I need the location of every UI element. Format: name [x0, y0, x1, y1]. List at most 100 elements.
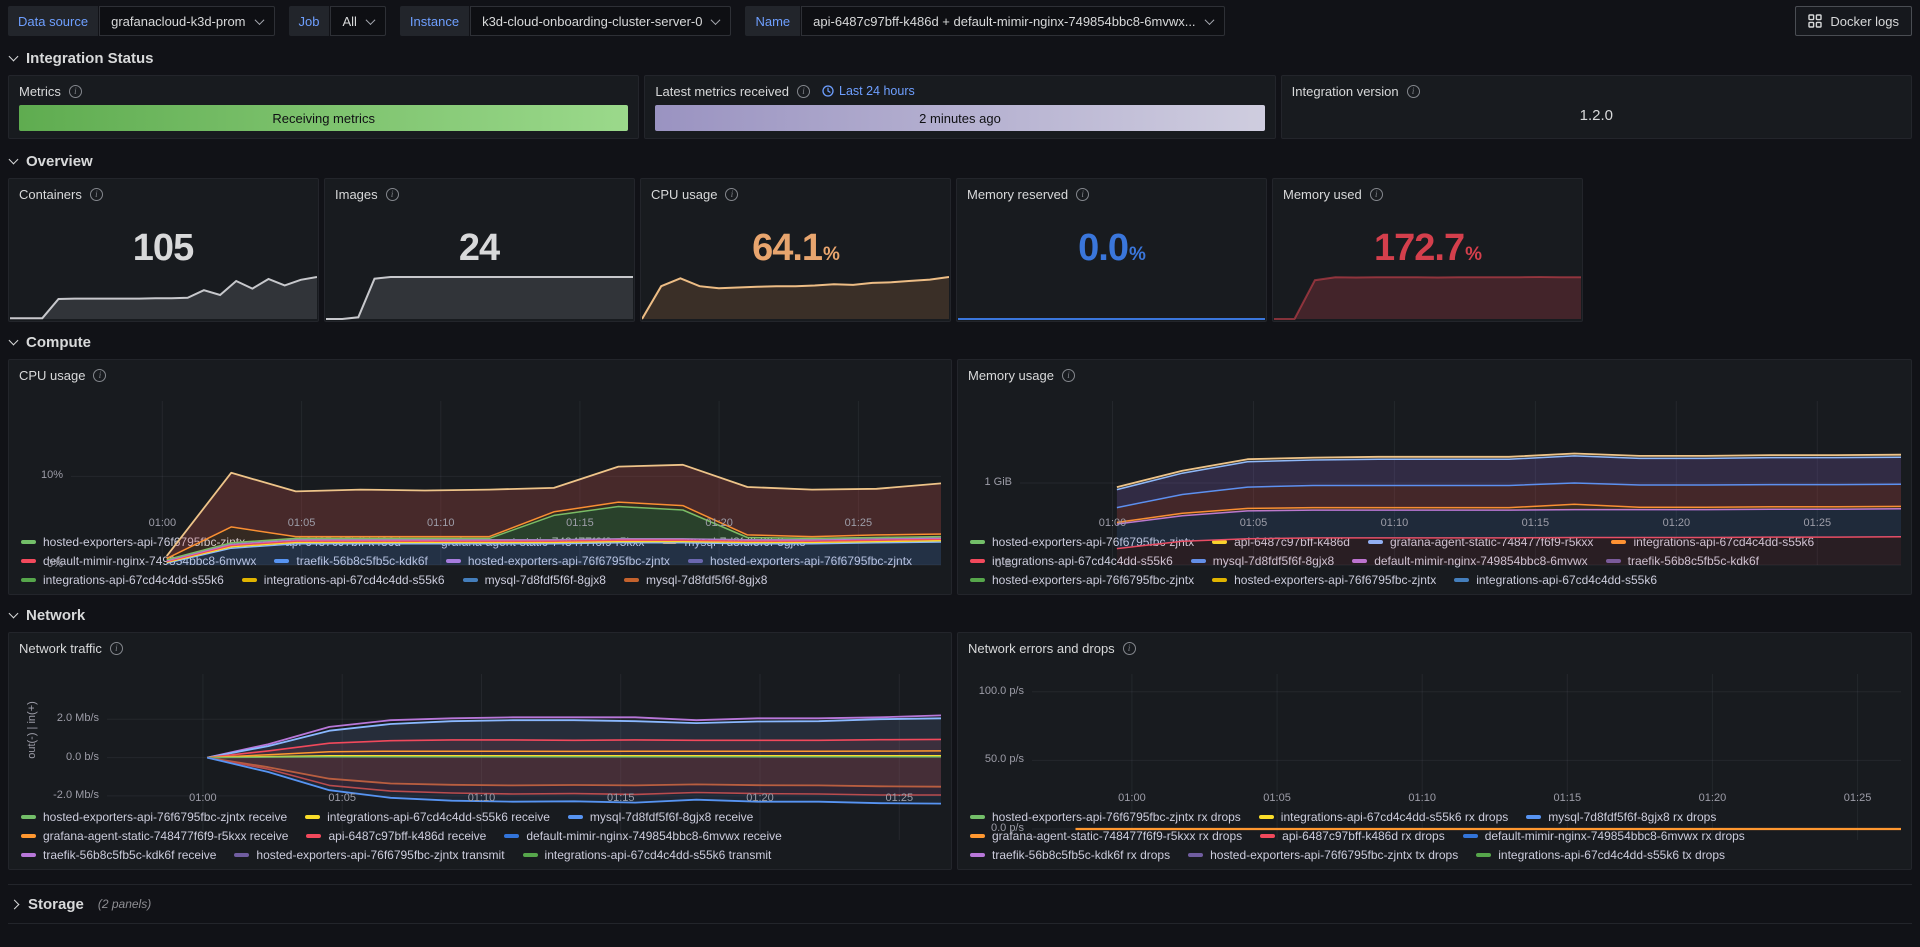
- x-tick-label: 01:15: [1521, 517, 1550, 529]
- info-icon[interactable]: [725, 187, 739, 201]
- legend-item[interactable]: mysql-7d8fdf5f6f-8gjx8: [1190, 554, 1334, 568]
- legend-item[interactable]: traefik-56b8c5fb5c-kdk6f rx drops: [970, 848, 1170, 862]
- series-name: traefik-56b8c5fb5c-kdk6f: [1628, 554, 1759, 568]
- x-tick-label: 01:05: [1263, 792, 1291, 804]
- x-tick-label: 01:25: [844, 517, 873, 529]
- legend-item[interactable]: hosted-exporters-api-76f6795fbc-zjntx re…: [21, 810, 287, 824]
- info-icon[interactable]: [1122, 641, 1136, 655]
- legend-item[interactable]: mysql-7d8fdf5f6f-8gjx8: [623, 573, 767, 587]
- legend-item[interactable]: default-mimir-nginx-749854bbc8-6mvwx: [1352, 554, 1588, 568]
- x-tick-label: 01:05: [287, 517, 316, 529]
- x-axis: 01:00 01:05 01:10 01:15 01:20 01:25: [1020, 513, 1901, 531]
- panel-network-traffic: Network traffic out(-) | in(+) 2.0 Mb/s 0…: [8, 632, 952, 870]
- legend-item[interactable]: traefik-56b8c5fb5c-kdk6f: [274, 554, 428, 568]
- memory-used-sparkline: [1274, 276, 1581, 320]
- y-tick-label: 0.0 p/s: [990, 822, 1024, 835]
- legend-row: integrations-api-67cd4c4dd-s55k6 mysql-7d…: [970, 554, 1901, 568]
- section-integration-status[interactable]: Integration Status: [8, 50, 1912, 67]
- series-name: hosted-exporters-api-76f6795fbc-zjntx tr…: [256, 848, 505, 862]
- docker-logs-button[interactable]: Docker logs: [1795, 6, 1912, 36]
- info-icon[interactable]: [385, 187, 399, 201]
- legend-item[interactable]: mysql-7d8fdf5f6f-8gjx8: [462, 573, 606, 587]
- dashboard-variables-bar: Data source grafanacloud-k3d-prom Job Al…: [8, 4, 1912, 38]
- section-title: Overview: [26, 153, 93, 170]
- chevron-down-icon: [8, 608, 19, 619]
- legend-row: grafana-agent-static-748477f6f9-r5kxx rx…: [970, 829, 1901, 843]
- legend-item[interactable]: integrations-api-67cd4c4dd-s55k6 tx drop…: [1476, 848, 1725, 862]
- series-name: integrations-api-67cd4c4dd-s55k6 transmi…: [544, 848, 772, 862]
- info-icon[interactable]: [1076, 187, 1090, 201]
- x-tick-label: 01:15: [606, 792, 635, 804]
- stat-value: 172.7%: [1374, 226, 1482, 269]
- legend-item[interactable]: integrations-api-67cd4c4dd-s55k6 transmi…: [522, 848, 772, 862]
- info-icon[interactable]: [797, 84, 810, 98]
- panel-title: CPU usage: [651, 186, 718, 202]
- section-compute[interactable]: Compute: [8, 334, 1912, 351]
- legend-item[interactable]: traefik-56b8c5fb5c-kdk6f: [1605, 554, 1759, 568]
- legend-item[interactable]: hosted-exporters-api-76f6795fbc-zjntx: [1212, 573, 1436, 587]
- panel-title: Integration version: [1291, 83, 1399, 99]
- legend-item[interactable]: grafana-agent-static-748477f6f9-r5kxx re…: [21, 829, 288, 843]
- chevron-down-icon: [8, 335, 19, 346]
- legend-item[interactable]: default-mimir-nginx-749854bbc8-6mvwx rx …: [1462, 829, 1745, 843]
- series-color-swatch: [1188, 853, 1204, 857]
- chart: 1 GiB 0 B 01:00 01:05 01:10 01:15 01:20 01:25: [968, 387, 1902, 570]
- section-overview[interactable]: Overview: [8, 153, 1912, 170]
- legend-row: hosted-exporters-api-76f6795fbc-zjntx hos…: [970, 573, 1901, 587]
- info-icon[interactable]: [68, 84, 82, 98]
- series-name: api-6487c97bff-k486d receive: [328, 829, 487, 843]
- legend-item[interactable]: traefik-56b8c5fb5c-kdk6f receive: [21, 848, 216, 862]
- chart: 10% 0% 01:00 01:05 01:10 01:15 01:20 01:25: [19, 387, 942, 570]
- metrics-status-bar: Receiving metrics: [19, 105, 629, 131]
- info-icon[interactable]: [1061, 368, 1075, 382]
- section-network[interactable]: Network: [8, 607, 1912, 624]
- x-tick-label: 01:00: [1118, 792, 1146, 804]
- legend-item[interactable]: default-mimir-nginx-749854bbc8-6mvwx: [21, 554, 256, 568]
- series-name: integrations-api-67cd4c4dd-s55k6 receive: [327, 810, 550, 824]
- series-color-swatch: [1260, 834, 1276, 838]
- job-select[interactable]: All: [330, 6, 386, 36]
- storage-panel-count: (2 panels): [97, 897, 152, 911]
- legend-item[interactable]: integrations-api-67cd4c4dd-s55k6: [1611, 535, 1814, 549]
- legend-item[interactable]: grafana-agent-static-748477f6f9-r5kxx rx…: [970, 829, 1242, 843]
- panel-compute-cpu-usage: CPU usage 10% 0% 01:00 01:05 01:10 01:15 01:2…: [8, 359, 952, 595]
- info-icon[interactable]: [109, 641, 123, 655]
- legend-item[interactable]: api-6487c97bff-k486d rx drops: [1260, 829, 1445, 843]
- info-icon[interactable]: [1369, 187, 1383, 201]
- panel-latest-metrics: Latest metrics received Last 24 hours 2 …: [644, 75, 1276, 139]
- panel-header: Integration version: [1292, 81, 1901, 101]
- legend-item[interactable]: mysql-7d8fdf5f6f-8gjx8 rx drops: [1526, 810, 1716, 824]
- info-icon[interactable]: [93, 368, 107, 382]
- legend-item[interactable]: integrations-api-67cd4c4dd-s55k6: [1454, 573, 1657, 587]
- legend-item[interactable]: hosted-exporters-api-76f6795fbc-zjntx: [970, 573, 1194, 587]
- legend-item[interactable]: api-6487c97bff-k486d receive: [306, 829, 486, 843]
- legend-item[interactable]: integrations-api-67cd4c4dd-s55k6: [970, 554, 1173, 568]
- legend-item[interactable]: hosted-exporters-api-76f6795fbc-zjntx: [445, 554, 670, 568]
- series-color-swatch: [970, 834, 985, 838]
- datasource-select[interactable]: grafanacloud-k3d-prom: [99, 6, 275, 36]
- legend-item[interactable]: integrations-api-67cd4c4dd-s55k6 rx drop…: [1258, 810, 1508, 824]
- panel-images: Images 24: [324, 178, 635, 322]
- datasource-label: Data source: [8, 6, 99, 36]
- instance-select[interactable]: k3d-cloud-onboarding-cluster-server-0: [470, 6, 732, 36]
- time-range-link[interactable]: Last 24 hours: [822, 84, 915, 98]
- section-storage[interactable]: Storage (2 panels): [8, 884, 1912, 924]
- legend-item[interactable]: integrations-api-67cd4c4dd-s55k6: [241, 573, 445, 587]
- memory-reserved-sparkline: [958, 276, 1265, 320]
- y-axis-label: out(-) | in(+): [26, 701, 38, 759]
- series-color-swatch: [1367, 540, 1383, 544]
- info-icon[interactable]: [89, 187, 103, 201]
- legend-item[interactable]: integrations-api-67cd4c4dd-s55k6: [21, 573, 224, 587]
- legend-item[interactable]: hosted-exporters-api-76f6795fbc-zjntx tx…: [1188, 848, 1458, 862]
- panel-title: Containers: [19, 186, 82, 202]
- legend-item[interactable]: mysql-7d8fdf5f6f-8gjx8 receive: [567, 810, 753, 824]
- legend-item[interactable]: hosted-exporters-api-76f6795fbc-zjntx rx…: [970, 810, 1241, 824]
- legend-item[interactable]: integrations-api-67cd4c4dd-s55k6 receive: [305, 810, 550, 824]
- legend-item[interactable]: hosted-exporters-api-76f6795fbc-zjntx: [687, 554, 912, 568]
- y-tick-label: 1 GiB: [984, 476, 1012, 488]
- info-icon[interactable]: [1406, 84, 1420, 98]
- legend-row: traefik-56b8c5fb5c-kdk6f rx drops hosted-…: [970, 848, 1901, 862]
- legend-item[interactable]: default-mimir-nginx-749854bbc8-6mvwx rec…: [504, 829, 782, 843]
- legend-item[interactable]: hosted-exporters-api-76f6795fbc-zjntx tr…: [234, 848, 505, 862]
- name-select[interactable]: api-6487c97bff-k486d + default-mimir-ngi…: [801, 6, 1225, 36]
